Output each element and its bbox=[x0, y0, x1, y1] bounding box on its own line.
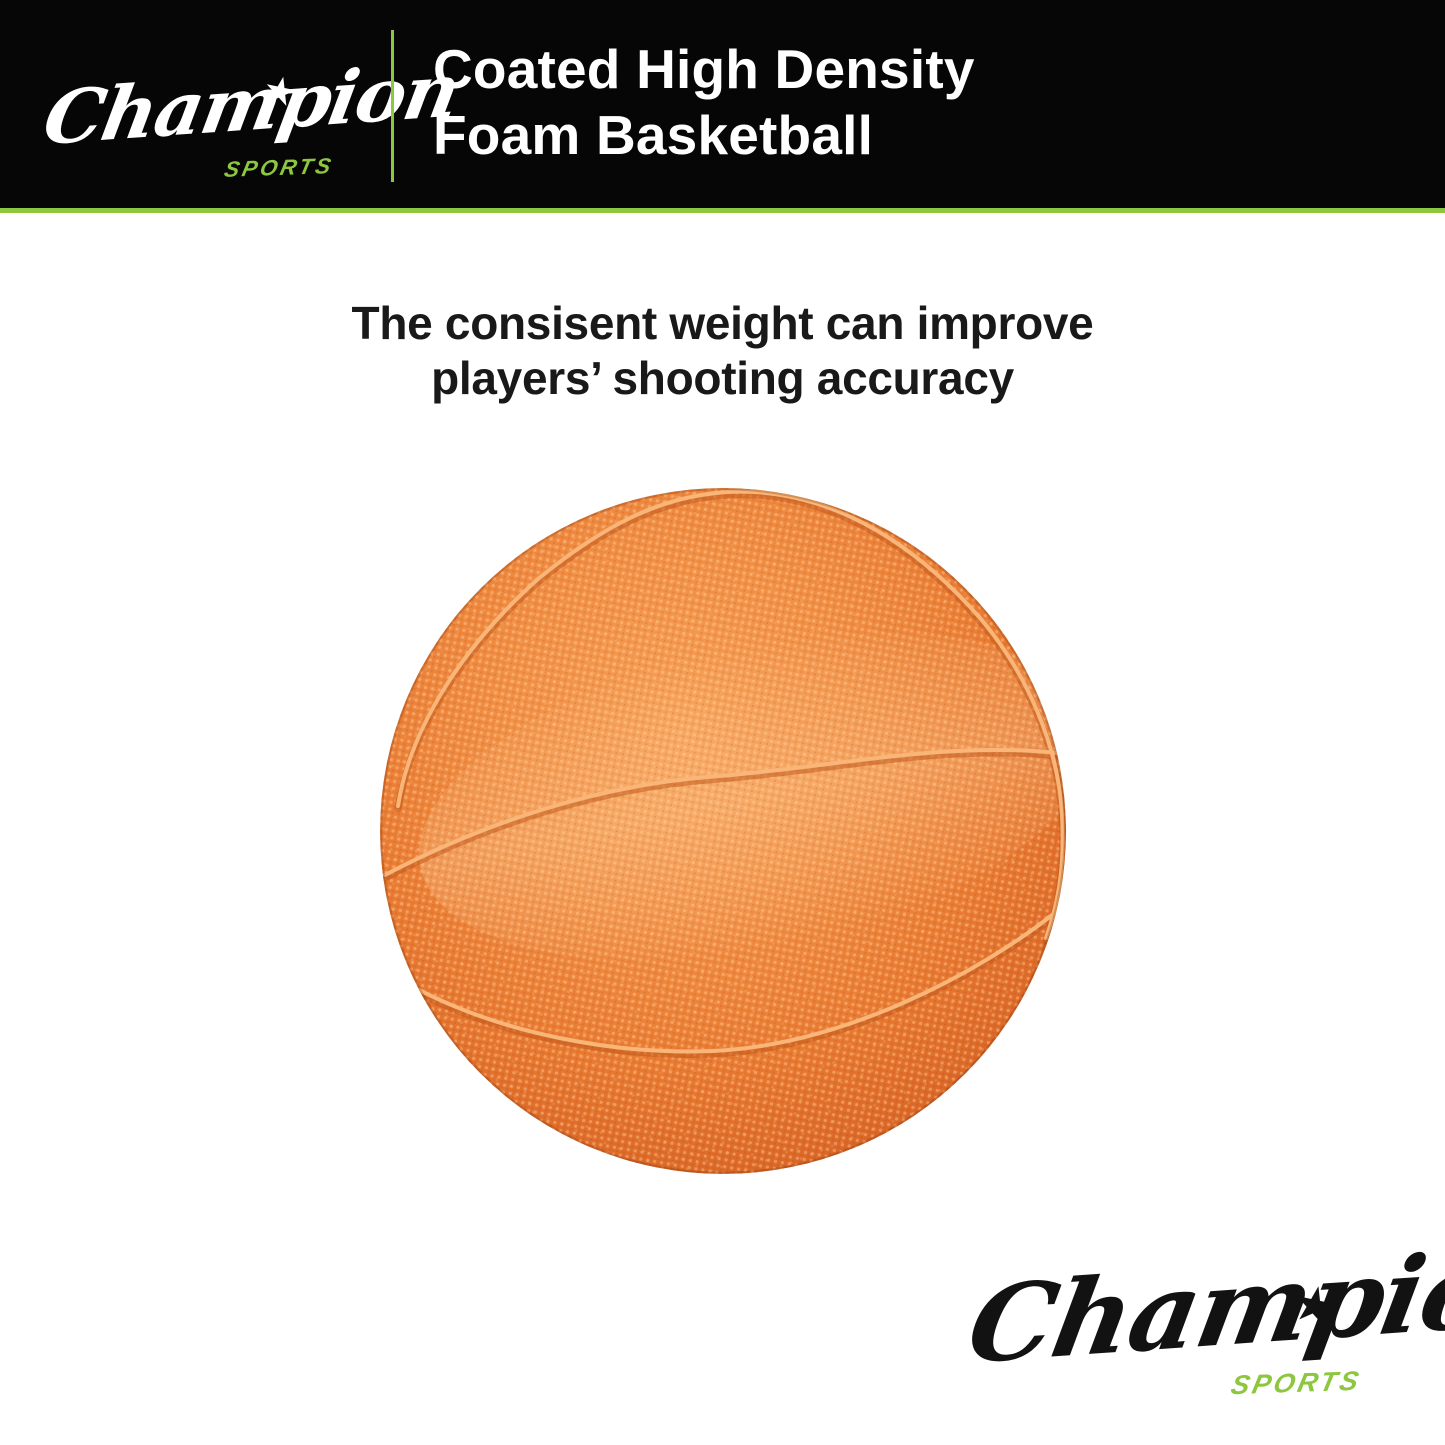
basketball-svg bbox=[380, 488, 1066, 1174]
brand-logo-top: Champion ★ SPORTS bbox=[37, 48, 464, 182]
page-title: Coated High Density Foam Basketball bbox=[433, 36, 975, 168]
tagline-line2: players’ shooting accuracy bbox=[431, 352, 1014, 404]
header: Champion ★ SPORTS Coated High Density Fo… bbox=[0, 0, 1445, 208]
brand-subname: SPORTS bbox=[221, 153, 337, 182]
header-divider bbox=[391, 30, 394, 182]
tagline-line1: The consisent weight can improve bbox=[351, 297, 1094, 349]
page-title-line1: Coated High Density bbox=[433, 38, 975, 100]
green-accent-bar bbox=[0, 208, 1445, 213]
foam-basketball-image bbox=[368, 476, 1078, 1186]
brand-name: Champion bbox=[959, 1221, 1445, 1388]
tagline: The consisent weight can improve players… bbox=[0, 296, 1445, 406]
brand-name: Champion bbox=[37, 47, 465, 163]
brand-subname: SPORTS bbox=[1228, 1365, 1365, 1401]
brand-logo-bottom: Champion ★ SPORTS bbox=[960, 1222, 1445, 1410]
page-title-line2: Foam Basketball bbox=[433, 104, 874, 166]
